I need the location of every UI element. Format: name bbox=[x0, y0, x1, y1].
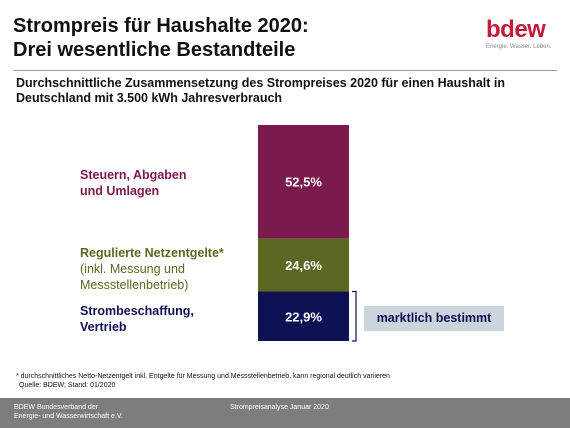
bdew-logo: bdew Energie. Wasser. Leben. bbox=[486, 16, 556, 51]
title-line-1: Strompreis für Haushalte 2020: bbox=[13, 15, 309, 37]
category-label-grid-fees: Regulierte Netzentgelte* (inkl. Messung … bbox=[80, 245, 224, 293]
bar-segment-grid-fees bbox=[258, 238, 349, 292]
market-bracket bbox=[352, 290, 357, 342]
market-determined-callout: marktlich bestimmt bbox=[364, 306, 504, 331]
footer-org-line-2: Energie- und Wasserwirtschaft e.V. bbox=[14, 413, 123, 420]
footer-bar: BDEW Bundesverband der Energie- und Wass… bbox=[0, 398, 570, 428]
title-divider bbox=[13, 70, 557, 71]
data-label: 22,9% bbox=[285, 309, 322, 324]
source-text: Quelle: BDEW; Stand: 01/2020 bbox=[19, 382, 116, 389]
data-label: 24,6% bbox=[285, 258, 322, 273]
page-title: Strompreis für Haushalte 2020: Drei wese… bbox=[13, 14, 309, 62]
bar-segment-taxes bbox=[258, 125, 349, 239]
subtitle-line-1: Durchschnittliche Zusammensetzung des St… bbox=[16, 76, 506, 90]
footer-presentation-title: Strompreisanalyse Januar 2020 bbox=[230, 404, 329, 411]
footnote: * durchschnittliches Netto-Netzentgelt i… bbox=[16, 372, 390, 390]
grid-label-line-3: Messstellenbetrieb) bbox=[80, 278, 189, 292]
logo-wordmark: bdew bbox=[486, 16, 546, 43]
data-label: 52,5% bbox=[285, 175, 322, 190]
taxes-label-line-1: Steuern, Abgaben bbox=[80, 168, 187, 182]
chart-subtitle: Durchschnittliche Zusammensetzung des St… bbox=[16, 76, 556, 106]
title-line-2: Drei wesentliche Bestandteile bbox=[13, 39, 296, 61]
grid-label-line-1: Regulierte Netzentgelte* bbox=[80, 246, 224, 260]
taxes-label-line-2: und Umlagen bbox=[80, 184, 160, 198]
supply-label-line-1: Strombeschaffung, bbox=[80, 304, 194, 318]
supply-label-line-2: Vertrieb bbox=[80, 320, 127, 334]
category-label-taxes: Steuern, Abgaben und Umlagen bbox=[80, 167, 187, 199]
grid-label-line-2: (inkl. Messung und bbox=[80, 262, 185, 276]
subtitle-line-2: Deutschland mit 3.500 kWh Jahresverbrauc… bbox=[16, 91, 283, 105]
footer-organization: BDEW Bundesverband der Energie- und Wass… bbox=[14, 403, 123, 421]
logo-tagline: Energie. Wasser. Leben. bbox=[486, 44, 552, 50]
bar-segment-supply bbox=[258, 291, 349, 341]
category-label-supply: Strombeschaffung, Vertrieb bbox=[80, 303, 194, 335]
footer-org-line-1: BDEW Bundesverband der bbox=[14, 404, 99, 411]
footnote-text: * durchschnittliches Netto-Netzentgelt i… bbox=[16, 373, 390, 380]
